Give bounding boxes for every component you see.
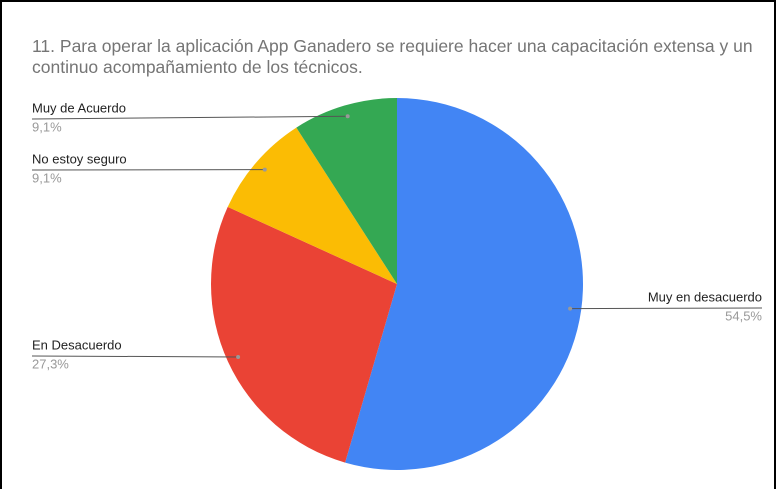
leader-line [32, 116, 348, 119]
slice-value-label: 9,1% [32, 119, 62, 134]
leader-dot [236, 355, 240, 359]
slice-label: Muy de Acuerdo [32, 100, 126, 115]
slice-label: No estoy seguro [32, 151, 127, 166]
leader-dot [568, 307, 572, 311]
slice-label: Muy en desacuerdo [648, 289, 762, 304]
leader-dot [263, 168, 267, 172]
slice-value-label: 27,3% [32, 356, 69, 371]
leader-dot [346, 114, 350, 118]
slice-value-label: 54,5% [725, 308, 762, 323]
slice-value-label: 9,1% [32, 170, 62, 185]
slice-label: En Desacuerdo [32, 337, 122, 352]
